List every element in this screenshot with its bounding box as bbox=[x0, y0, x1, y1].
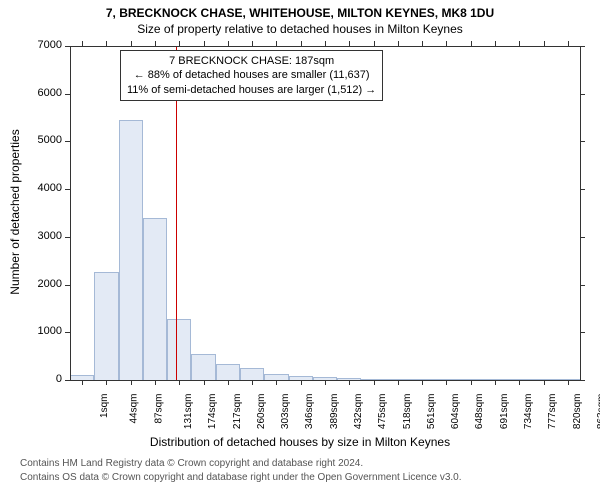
axis-right bbox=[580, 46, 581, 380]
annotation-box: 7 BRECKNOCK CHASE: 187sqm ← 88% of detac… bbox=[120, 50, 383, 101]
annotation-line-2: ← 88% of detached houses are smaller (11… bbox=[127, 68, 376, 82]
y-axis-label: Number of detached properties bbox=[8, 112, 22, 312]
y-tick-label: 4000 bbox=[22, 182, 62, 194]
x-tick-label: 863sqm bbox=[596, 394, 600, 430]
chart-title-sub: Size of property relative to detached ho… bbox=[0, 20, 600, 36]
x-tick-label: 518sqm bbox=[402, 394, 413, 430]
x-tick-label: 777sqm bbox=[547, 394, 558, 430]
histogram-bar bbox=[167, 319, 191, 380]
footer-line-1: Contains HM Land Registry data © Crown c… bbox=[20, 458, 363, 469]
x-tick-label: 691sqm bbox=[499, 394, 510, 430]
x-tick-label: 604sqm bbox=[450, 394, 461, 430]
y-tick-label: 1000 bbox=[22, 325, 62, 337]
x-tick-label: 561sqm bbox=[426, 394, 437, 430]
x-tick-label: 217sqm bbox=[232, 394, 243, 430]
axis-bottom bbox=[70, 380, 580, 381]
x-tick-label: 303sqm bbox=[280, 394, 291, 430]
axis-top bbox=[70, 46, 580, 47]
x-tick-label: 174sqm bbox=[207, 394, 218, 430]
x-tick-label: 648sqm bbox=[475, 394, 486, 430]
histogram-bar bbox=[119, 120, 143, 380]
x-tick-label: 346sqm bbox=[305, 394, 316, 430]
x-tick-label: 432sqm bbox=[353, 394, 364, 430]
chart-title-main: 7, BRECKNOCK CHASE, WHITEHOUSE, MILTON K… bbox=[0, 0, 600, 20]
axis-left bbox=[70, 46, 71, 380]
histogram-chart: 7, BRECKNOCK CHASE, WHITEHOUSE, MILTON K… bbox=[0, 0, 600, 500]
x-tick-label: 131sqm bbox=[183, 394, 194, 430]
y-tick-label: 2000 bbox=[22, 278, 62, 290]
y-tick-label: 7000 bbox=[22, 39, 62, 51]
y-tick-label: 5000 bbox=[22, 134, 62, 146]
x-tick-label: 1sqm bbox=[99, 394, 110, 418]
y-tick-label: 3000 bbox=[22, 230, 62, 242]
y-tick-label: 0 bbox=[22, 373, 62, 385]
histogram-bar bbox=[94, 272, 118, 380]
x-tick-label: 260sqm bbox=[256, 394, 267, 430]
histogram-bar bbox=[143, 218, 167, 380]
x-axis-label: Distribution of detached houses by size … bbox=[0, 435, 600, 449]
x-tick-label: 734sqm bbox=[523, 394, 534, 430]
x-tick-label: 87sqm bbox=[153, 394, 164, 424]
footer-line-2: Contains OS data © Crown copyright and d… bbox=[20, 472, 462, 483]
x-tick-label: 389sqm bbox=[329, 394, 340, 430]
x-tick-label: 44sqm bbox=[129, 394, 140, 424]
annotation-line-3: 11% of semi-detached houses are larger (… bbox=[127, 83, 376, 97]
y-tick-label: 6000 bbox=[22, 87, 62, 99]
y-tick-right bbox=[580, 380, 585, 381]
x-tick-label: 820sqm bbox=[572, 394, 583, 430]
histogram-bar bbox=[191, 354, 215, 380]
histogram-bar bbox=[240, 368, 264, 380]
histogram-bar bbox=[216, 364, 240, 380]
x-tick-label: 475sqm bbox=[377, 394, 388, 430]
annotation-line-1: 7 BRECKNOCK CHASE: 187sqm bbox=[127, 54, 376, 68]
